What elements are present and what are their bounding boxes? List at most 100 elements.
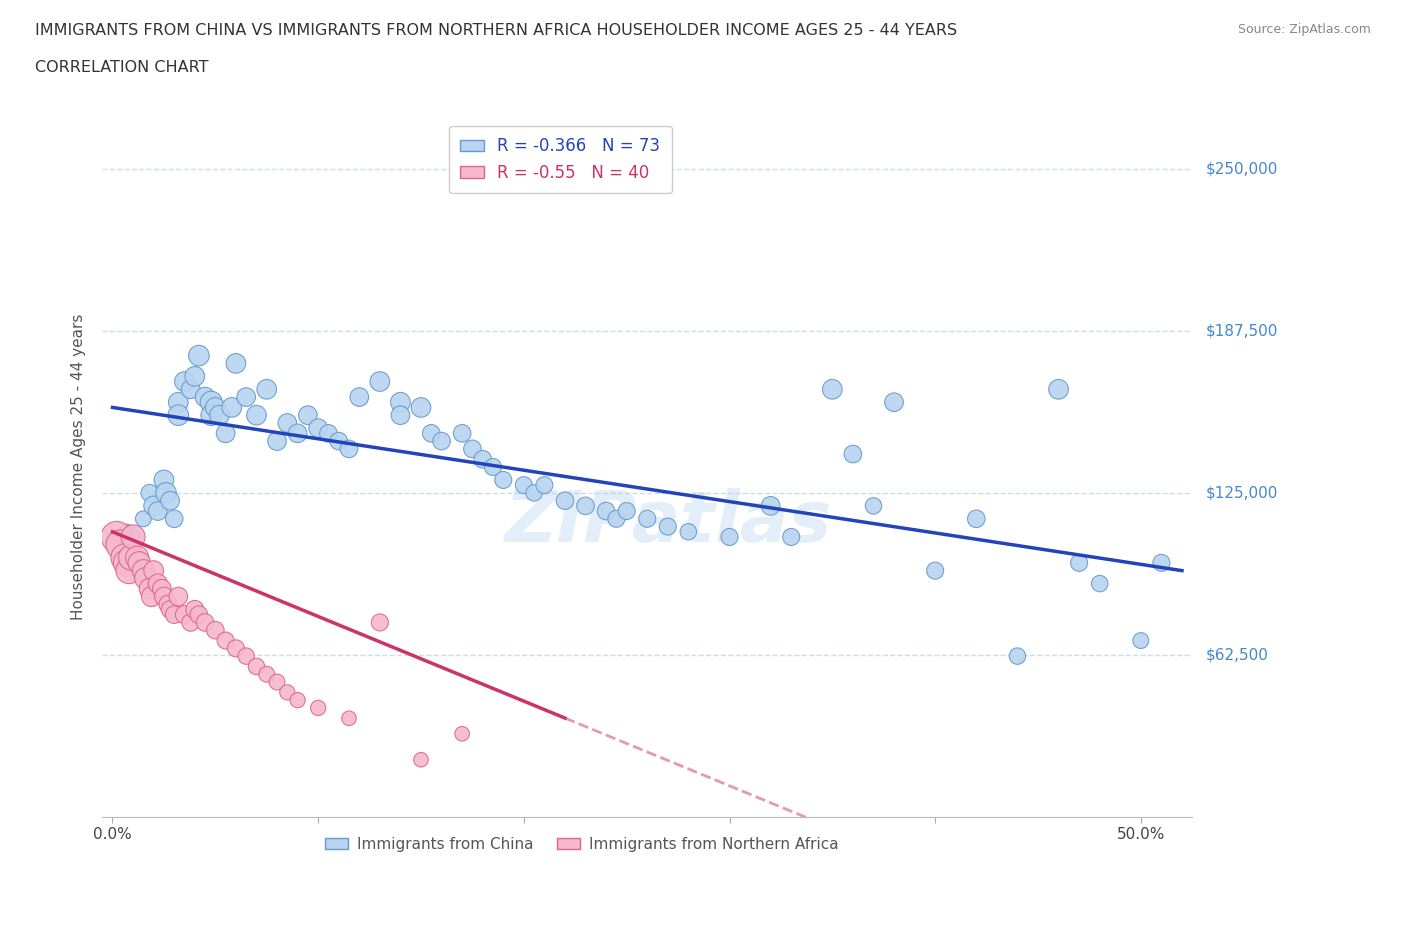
Point — [657, 519, 679, 534]
Point — [759, 498, 782, 513]
Point — [1007, 648, 1029, 663]
Point — [225, 641, 247, 656]
Point — [180, 382, 202, 397]
Point — [533, 478, 555, 493]
Point — [523, 485, 546, 500]
Point — [245, 407, 267, 422]
Point — [337, 442, 360, 457]
Point — [297, 407, 319, 422]
Point — [337, 711, 360, 725]
Text: $62,500: $62,500 — [1206, 647, 1270, 662]
Point — [256, 667, 278, 682]
Point — [150, 581, 173, 596]
Point — [114, 551, 136, 565]
Point — [349, 390, 371, 405]
Point — [328, 433, 350, 448]
Point — [574, 498, 596, 513]
Point — [368, 374, 391, 389]
Point — [307, 700, 329, 715]
Point — [142, 498, 165, 513]
Point — [451, 726, 474, 741]
Point — [194, 390, 217, 405]
Point — [235, 648, 257, 663]
Point — [430, 433, 453, 448]
Point — [132, 564, 155, 578]
Point — [1088, 576, 1111, 591]
Point — [678, 525, 700, 539]
Point — [287, 426, 309, 441]
Point — [636, 512, 658, 526]
Point — [307, 420, 329, 435]
Point — [389, 407, 412, 422]
Point — [616, 504, 638, 519]
Point — [924, 564, 946, 578]
Point — [276, 684, 298, 699]
Point — [153, 589, 176, 604]
Point — [142, 564, 165, 578]
Point — [180, 615, 202, 630]
Point — [200, 395, 222, 410]
Point — [1047, 382, 1070, 397]
Point — [146, 576, 169, 591]
Point — [138, 485, 160, 500]
Point — [266, 674, 288, 689]
Point — [451, 426, 474, 441]
Point — [318, 426, 340, 441]
Point — [155, 485, 177, 500]
Point — [862, 498, 884, 513]
Point — [115, 555, 138, 570]
Point — [605, 512, 627, 526]
Point — [187, 348, 209, 363]
Point — [159, 493, 181, 508]
Point — [208, 407, 231, 422]
Point — [883, 395, 905, 410]
Point — [256, 382, 278, 397]
Point — [842, 446, 865, 461]
Point — [141, 589, 163, 604]
Point — [409, 752, 432, 767]
Text: $187,500: $187,500 — [1206, 324, 1278, 339]
Point — [187, 607, 209, 622]
Text: IMMIGRANTS FROM CHINA VS IMMIGRANTS FROM NORTHERN AFRICA HOUSEHOLDER INCOME AGES: IMMIGRANTS FROM CHINA VS IMMIGRANTS FROM… — [35, 23, 957, 38]
Point — [146, 504, 169, 519]
Point — [173, 374, 195, 389]
Y-axis label: Householder Income Ages 25 - 44 years: Householder Income Ages 25 - 44 years — [72, 313, 86, 620]
Point — [167, 407, 190, 422]
Text: $250,000: $250,000 — [1206, 162, 1278, 177]
Point — [1069, 555, 1091, 570]
Point — [138, 581, 160, 596]
Point — [276, 416, 298, 431]
Point — [115, 525, 138, 539]
Point — [128, 555, 150, 570]
Point — [122, 529, 145, 544]
Point — [167, 589, 190, 604]
Point — [471, 452, 494, 467]
Point — [225, 356, 247, 371]
Point — [492, 472, 515, 487]
Text: Source: ZipAtlas.com: Source: ZipAtlas.com — [1237, 23, 1371, 36]
Point — [235, 390, 257, 405]
Point — [173, 607, 195, 622]
Text: ZIPatlas: ZIPatlas — [505, 488, 832, 557]
Point — [118, 564, 141, 578]
Point — [780, 529, 803, 544]
Point — [184, 369, 207, 384]
Point — [194, 615, 217, 630]
Legend: Immigrants from China, Immigrants from Northern Africa: Immigrants from China, Immigrants from N… — [319, 830, 845, 858]
Point — [127, 551, 149, 565]
Point — [221, 400, 243, 415]
Point — [163, 512, 186, 526]
Point — [163, 607, 186, 622]
Point — [120, 551, 142, 565]
Point — [204, 400, 226, 415]
Point — [821, 382, 844, 397]
Point — [554, 493, 576, 508]
Point — [167, 395, 190, 410]
Point — [214, 426, 236, 441]
Point — [105, 529, 128, 544]
Point — [965, 512, 987, 526]
Point — [409, 400, 432, 415]
Point — [513, 478, 536, 493]
Point — [110, 538, 132, 552]
Point — [134, 571, 156, 586]
